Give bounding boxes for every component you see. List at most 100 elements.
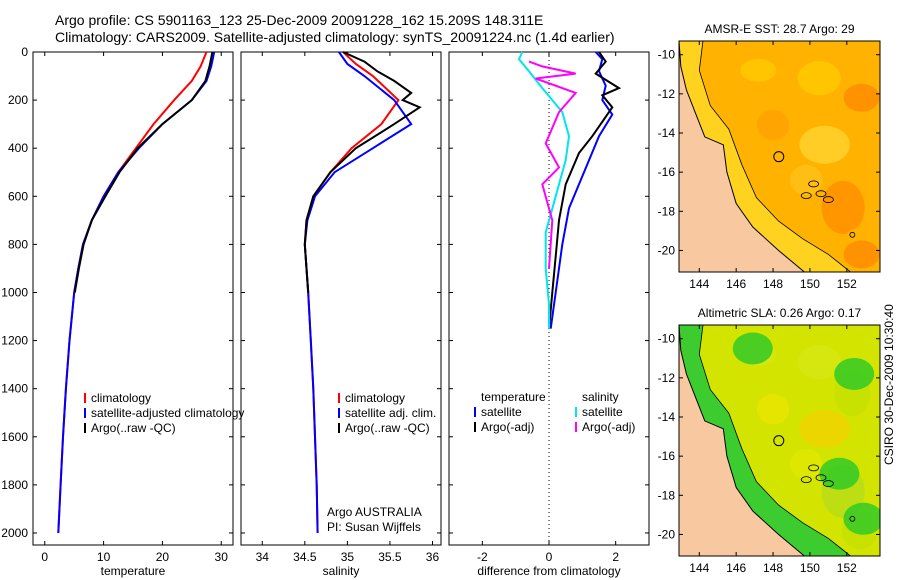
field-patch-green bbox=[732, 332, 773, 365]
field-patch-warm bbox=[843, 240, 880, 269]
map-x-tick-label: 144 bbox=[689, 277, 709, 291]
x-tick-label: 20 bbox=[156, 550, 170, 564]
field-patch-green bbox=[819, 457, 860, 490]
series-line-salinity-satellite bbox=[517, 51, 571, 329]
y-tick-label: 200 bbox=[8, 93, 28, 107]
map-y-tick-label: -18 bbox=[658, 488, 676, 502]
x-tick-label: 35 bbox=[341, 550, 355, 564]
series-line-temperature-argo-adj- bbox=[548, 51, 622, 329]
y-tick-label: 2000 bbox=[1, 526, 28, 540]
field-patch-warm bbox=[843, 83, 880, 112]
legend-temp-argo: Argo(-adj) bbox=[481, 420, 534, 434]
annotation-pi: PI: Susan Wijffels bbox=[327, 520, 421, 534]
reef-outline bbox=[822, 480, 834, 487]
y-tick-label: 600 bbox=[8, 189, 28, 203]
y-tick-label: 1800 bbox=[1, 478, 28, 492]
reef-outline bbox=[822, 196, 834, 203]
legend-climatology: climatology bbox=[345, 391, 405, 405]
field-patch-green bbox=[834, 357, 875, 390]
shelf-band bbox=[679, 325, 851, 556]
map-sst-map bbox=[679, 41, 880, 272]
x-tick-label: 34 bbox=[256, 550, 270, 564]
map-x-tick-label: 144 bbox=[689, 561, 709, 575]
field-patch bbox=[790, 164, 823, 196]
map-y-tick-label: -10 bbox=[658, 332, 676, 346]
x-tick-label: 0 bbox=[546, 550, 553, 564]
map-y-tick-label: -10 bbox=[658, 48, 676, 62]
legend-header-salinity: salinity bbox=[582, 390, 619, 404]
reef-outline bbox=[808, 464, 820, 472]
reef-outline bbox=[849, 231, 856, 238]
map-y-tick-label: -14 bbox=[658, 126, 676, 140]
legend-sal-satellite: satellite bbox=[582, 405, 623, 419]
map-sla-map bbox=[679, 325, 880, 556]
legend-sal-argo: Argo(-adj) bbox=[582, 420, 635, 434]
y-tick-label: 1000 bbox=[1, 285, 28, 299]
y-tick-label: 800 bbox=[8, 237, 28, 251]
annotation-argo-australia: Argo AUSTRALIA bbox=[327, 505, 422, 519]
map-y-tick-label: -18 bbox=[658, 204, 676, 218]
depth-contour bbox=[698, 325, 851, 556]
x-tick-label: -2 bbox=[477, 550, 488, 564]
y-tick-label: 0 bbox=[21, 45, 28, 59]
series-line-argo-raw-qc- bbox=[73, 51, 214, 293]
map-y-tick-label: -20 bbox=[658, 243, 676, 257]
reef-outline bbox=[800, 192, 812, 200]
reef-outline bbox=[815, 190, 827, 198]
y-tick-label: 1200 bbox=[1, 334, 28, 348]
argo-float-marker bbox=[773, 151, 785, 163]
plot-frame-temperature bbox=[32, 51, 234, 546]
map-x-tick-label: 146 bbox=[726, 277, 746, 291]
legend-argo: Argo(..raw -QC) bbox=[345, 421, 430, 435]
x-tick-label: 2 bbox=[612, 550, 619, 564]
map-y-tick-label: -14 bbox=[658, 410, 676, 424]
field-patch bbox=[797, 61, 841, 96]
map-frame bbox=[678, 40, 881, 273]
field-patch bbox=[821, 180, 865, 234]
series-line-salinity-argo-adj- bbox=[528, 60, 578, 269]
y-tick-label: 1600 bbox=[1, 430, 28, 444]
legend-satellite-adjusted: satellite-adjusted climatology bbox=[91, 406, 244, 420]
map-title-sst-map: AMSR-E SST: 28.7 Argo: 29 bbox=[704, 22, 854, 36]
coastline bbox=[679, 41, 805, 272]
depth-contour bbox=[698, 41, 851, 272]
coastline bbox=[679, 325, 805, 556]
map-x-tick-label: 152 bbox=[837, 561, 857, 575]
x-tick-label: 35.5 bbox=[378, 550, 402, 564]
map-y-tick-label: -16 bbox=[658, 165, 676, 179]
reef-outline bbox=[808, 180, 820, 188]
legend-argo: Argo(..raw -QC) bbox=[91, 421, 176, 435]
field-patch bbox=[799, 125, 850, 164]
map-y-tick-label: -20 bbox=[658, 527, 676, 541]
map-x-tick-label: 148 bbox=[763, 277, 783, 291]
map-x-tick-label: 152 bbox=[837, 277, 857, 291]
x-axis-label-salinity: salinity bbox=[323, 564, 360, 578]
plot-frame-salinity bbox=[240, 51, 442, 546]
reef-outline bbox=[815, 474, 827, 482]
x-tick-label: 10 bbox=[97, 550, 111, 564]
y-tick-label: 400 bbox=[8, 141, 28, 155]
x-tick-label: 34.5 bbox=[293, 550, 317, 564]
legend-header-temperature: temperature bbox=[481, 390, 546, 404]
map-x-tick-label: 150 bbox=[800, 561, 820, 575]
legend-climatology: climatology bbox=[91, 391, 151, 405]
x-axis-label-temperature: temperature bbox=[101, 564, 166, 578]
map-y-tick-label: -12 bbox=[658, 371, 676, 385]
series-line-argo-raw-qc- bbox=[303, 51, 422, 293]
map-x-tick-label: 146 bbox=[726, 561, 746, 575]
legend-satellite-adjusted: satellite adj. clim. bbox=[345, 406, 436, 420]
x-tick-label: 36 bbox=[426, 550, 440, 564]
argo-float-marker bbox=[773, 435, 785, 447]
field-patch bbox=[756, 393, 790, 425]
field-patch bbox=[799, 409, 850, 448]
map-x-tick-label: 148 bbox=[763, 561, 783, 575]
field-patch bbox=[790, 448, 823, 480]
field-patch bbox=[756, 109, 790, 141]
x-tick-label: 30 bbox=[215, 550, 229, 564]
x-axis-label-difference: difference from climatology bbox=[477, 564, 620, 578]
map-x-tick-label: 150 bbox=[800, 277, 820, 291]
field-patch bbox=[740, 58, 777, 82]
reef-outline bbox=[849, 515, 856, 522]
shelf-band bbox=[679, 41, 851, 272]
